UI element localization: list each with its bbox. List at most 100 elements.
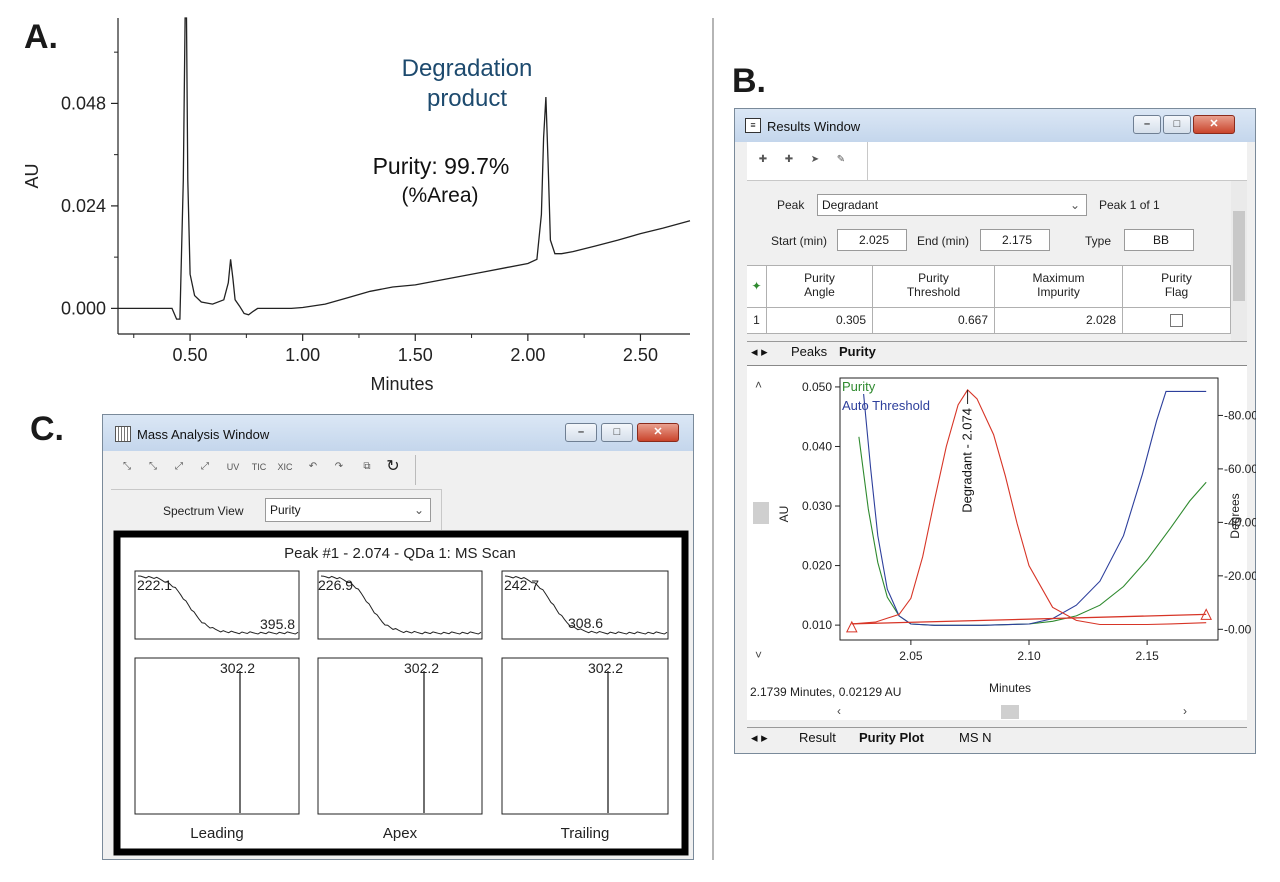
ms-plot-title: Peak #1 - 2.074 - QDa 1: MS Scan <box>284 545 516 562</box>
cell-threshold: 0.667 <box>873 308 995 334</box>
export-icon[interactable]: ⧉ <box>363 461 371 472</box>
ms-top-leading-label-left: 222.1 <box>137 577 172 593</box>
chevron-up-icon[interactable]: ˄ <box>755 378 763 392</box>
ms-bottom-panel-trailing <box>501 657 669 815</box>
tool-icon-4[interactable]: ✎ <box>836 154 846 165</box>
panel-label-b: B. <box>732 62 766 100</box>
tab-ms[interactable]: MS N <box>959 730 992 745</box>
col-purity-threshold[interactable]: Purity Threshold <box>873 266 995 308</box>
row-index: 1 <box>747 308 767 334</box>
tab-result[interactable]: Result <box>799 730 836 745</box>
maximize-button[interactable]: □ <box>1163 115 1191 134</box>
col-purity-flag[interactable]: Purity Flag <box>1123 266 1231 308</box>
zoom-icon[interactable]: ⤡ <box>123 461 131 472</box>
spectrum-view-label: Spectrum View <box>163 504 244 518</box>
restore-icon[interactable]: ⤢ <box>201 461 209 472</box>
plot-v-thumb[interactable] <box>753 502 769 524</box>
chart-b-y2tick-label: -0.00 <box>1224 622 1252 636</box>
tab-purity-plot[interactable]: Purity Plot <box>859 730 925 745</box>
refresh-icon[interactable]: ↻ <box>386 458 400 475</box>
end-field[interactable]: 2.175 <box>980 229 1050 251</box>
chevron-down-icon: ⌄ <box>413 503 424 517</box>
chart-b-series-auto-threshold <box>863 390 1207 626</box>
purity-flag-checkbox[interactable] <box>1170 314 1183 327</box>
col-purity-angle[interactable]: Purity Angle <box>767 266 873 308</box>
spectrum-view-select[interactable]: Purity ⌄ <box>265 498 431 522</box>
chevron-down-icon[interactable]: ˅ <box>755 648 763 662</box>
annotation-peak-name-2: product <box>427 85 507 112</box>
pin-icon[interactable]: ✦ <box>747 266 767 308</box>
info-scrollbar[interactable] <box>1231 181 1247 341</box>
mass-maximize-button[interactable]: □ <box>601 423 633 442</box>
chevron-down-icon: ⌄ <box>1069 198 1080 212</box>
xic-icon[interactable]: XIC <box>277 462 293 472</box>
uv-icon[interactable]: UV <box>226 462 240 472</box>
results-window-titlebar: ≡ Results Window – □ ✕ <box>735 109 1255 142</box>
plot-h-scrollbar[interactable]: ‹ › <box>833 704 1193 720</box>
unzoom-icon[interactable]: ⤢ <box>175 461 183 472</box>
peak-select-value: Degradant <box>822 198 879 212</box>
ms-mz-trailing: 302.2 <box>588 660 623 676</box>
peak-count: Peak 1 of 1 <box>1099 198 1160 212</box>
ms-top-apex-label-left: 226.9 <box>318 577 353 593</box>
minimize-button[interactable]: – <box>1133 115 1161 134</box>
spectrum-view-bar: Spectrum View Purity ⌄ <box>111 489 442 530</box>
ms-plot-frame <box>113 530 689 856</box>
mass-window-title: Mass Analysis Window <box>137 427 270 442</box>
tool-icon-3[interactable]: ➤ <box>810 154 820 165</box>
close-button[interactable]: ✕ <box>1193 115 1235 134</box>
tab-prev-icon[interactable]: ◂ ▸ <box>751 344 768 359</box>
tic-icon[interactable]: TIC <box>251 462 267 472</box>
type-field[interactable]: BB <box>1124 229 1194 251</box>
purity-plot-region: ˄ ˅ ‹ › <box>747 365 1247 720</box>
ms-top-trailing-label-right: 308.6 <box>568 615 603 631</box>
peak-select[interactable]: Degradant ⌄ <box>817 194 1087 216</box>
ms-mz-leading: 302.2 <box>220 660 255 676</box>
chevron-left-icon[interactable]: ‹ <box>837 704 841 718</box>
ms-name-trailing: Trailing <box>561 825 610 842</box>
annotation-area: (%Area) <box>401 184 478 207</box>
chart-a-xtick-label: 2.00 <box>510 345 545 365</box>
chart-b-peak-label: Degradant - 2.074 <box>960 408 975 513</box>
redo-icon[interactable]: ↷ <box>334 461 344 472</box>
cell-impurity: 2.028 <box>995 308 1123 334</box>
window-menu-icon[interactable]: ≡ <box>745 118 761 133</box>
ms-top-leading-label-right: 395.8 <box>260 616 295 632</box>
chart-b-ytick-label: 0.020 <box>802 559 832 573</box>
ms-trace-apex <box>320 575 482 635</box>
chart-a-xlabel: Minutes <box>370 374 433 394</box>
zoom-x-icon[interactable]: ⤡ <box>149 461 157 472</box>
panel-label-c: C. <box>30 410 64 448</box>
chart-b-ytick-label: 0.050 <box>802 380 832 394</box>
chart-b-purity-plot: 2.05 2.10 2.15 0.010 0.020 0.030 0.040 0.050 -0.… <box>750 377 1256 699</box>
chart-b-xtick-label: 2.05 <box>899 649 923 663</box>
info-scroll-thumb[interactable] <box>1233 211 1245 301</box>
chart-a-ytick-label: 0.048 <box>61 93 106 113</box>
chart-a-ytick-label: 0.024 <box>61 196 106 216</box>
mass-minimize-button[interactable]: – <box>565 423 597 442</box>
ms-mz-apex: 302.2 <box>404 660 439 676</box>
undo-icon[interactable]: ↶ <box>308 461 318 472</box>
chart-b-legend-auto-threshold: Auto Threshold <box>842 398 930 413</box>
tab-nav-icon[interactable]: ◂ ▸ <box>751 730 768 745</box>
chart-b-ytick-label: 0.040 <box>802 439 832 453</box>
chevron-right-icon[interactable]: › <box>1183 704 1187 718</box>
ms-top-panel-trailing <box>501 570 669 640</box>
window-grid-icon[interactable] <box>115 426 131 442</box>
ms-trace-trailing <box>504 575 668 635</box>
plot-v-scrollbar[interactable]: ˄ ˅ <box>751 378 771 668</box>
chart-b-series-baseline <box>851 613 1207 625</box>
chart-a-xtick-label: 1.00 <box>285 345 320 365</box>
chart-b-ylabel: AU <box>777 506 791 523</box>
plot-h-thumb[interactable] <box>1001 705 1019 719</box>
chart-b-xtick-label: 2.15 <box>1135 649 1159 663</box>
mass-close-button[interactable]: ✕ <box>637 423 679 442</box>
end-label: End (min) <box>917 234 970 248</box>
col-maximum-impurity[interactable]: Maximum Impurity <box>995 266 1123 308</box>
tab-purity[interactable]: Purity <box>839 344 876 359</box>
chart-b-start-marker <box>846 620 858 633</box>
tab-peaks[interactable]: Peaks <box>791 344 828 359</box>
tool-icon-2[interactable]: ✚ <box>784 154 794 165</box>
tool-icon-1[interactable]: ✚ <box>758 154 768 165</box>
start-field[interactable]: 2.025 <box>837 229 907 251</box>
